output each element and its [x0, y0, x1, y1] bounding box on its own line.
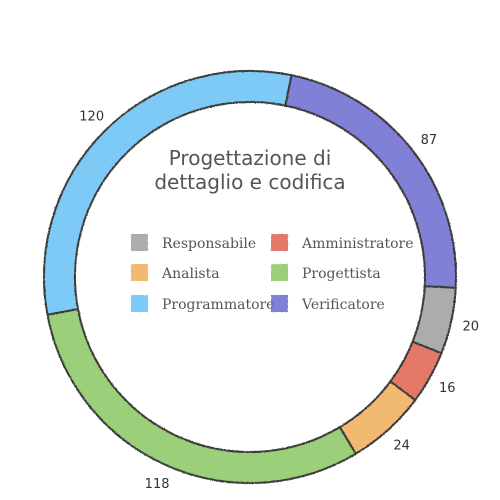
legend: Responsabile Amministratore Analista Proget… [131, 234, 414, 313]
legend-label-responsabile: Responsabile [162, 236, 256, 252]
legend-swatch-progettista [271, 264, 288, 281]
legend-swatch-verificatore [271, 295, 288, 312]
legend-swatch-amministratore [271, 234, 288, 251]
slice-verificatore[interactable] [284, 74, 457, 289]
legend-item-verificatore: Verificatore [271, 295, 385, 313]
legend-item-programmatore: Programmatore [131, 295, 274, 313]
legend-item-responsabile: Responsabile [131, 234, 256, 252]
legend-label-progettista: Progettista [302, 266, 381, 282]
value-label-analista: 24 [393, 439, 410, 454]
legend-item-progettista: Progettista [271, 264, 381, 282]
legend-label-amministratore: Amministratore [301, 236, 414, 252]
value-label-amministratore: 16 [439, 381, 456, 396]
value-label-progettista: 118 [145, 477, 170, 492]
chart-title: Progettazione di dettaglio e codifica [154, 146, 345, 194]
chart-title-line-1: Progettazione di [169, 146, 332, 170]
legend-item-amministratore: Amministratore [271, 234, 414, 252]
legend-label-verificatore: Verificatore [301, 297, 385, 313]
legend-swatch-programmatore [131, 295, 148, 312]
value-labels-layer: 20 16 24 118 120 87 [79, 110, 479, 492]
legend-item-analista: Analista [131, 264, 220, 282]
chart-title-line-2: dettaglio e codifica [154, 170, 345, 194]
slice-responsabile[interactable] [411, 285, 457, 355]
slice-progettista[interactable] [46, 308, 357, 484]
legend-label-programmatore: Programmatore [162, 297, 274, 313]
value-label-verificatore: 87 [421, 133, 438, 148]
value-label-programmatore: 120 [79, 110, 104, 125]
value-label-responsabile: 20 [463, 319, 480, 334]
legend-swatch-analista [131, 264, 148, 281]
legend-swatch-responsabile [131, 234, 148, 251]
slices-layer [43, 70, 457, 484]
legend-label-analista: Analista [161, 266, 220, 282]
